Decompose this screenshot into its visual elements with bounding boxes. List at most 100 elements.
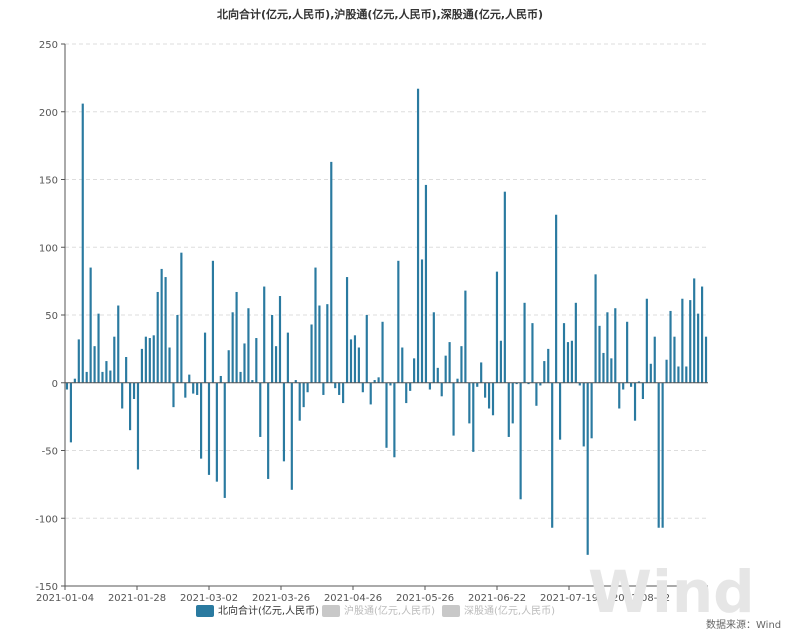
bar [416, 88, 420, 383]
bar [302, 382, 305, 408]
bar [207, 382, 211, 475]
legend-item[interactable]: 沪股通(亿元,人民币) [322, 604, 435, 617]
bar [657, 382, 660, 528]
bar [547, 348, 550, 383]
bar [349, 339, 353, 383]
bar [586, 382, 589, 555]
bar [152, 335, 155, 383]
bar [290, 382, 293, 490]
bar [255, 338, 258, 383]
bar [65, 382, 69, 390]
bar [69, 382, 72, 443]
x-tick-label: 2021-05-26 [396, 593, 454, 604]
legend-swatch [442, 605, 460, 617]
bar [172, 382, 175, 408]
bar [622, 382, 625, 390]
bar [196, 382, 199, 395]
bar [401, 347, 404, 383]
bar [235, 291, 238, 383]
bar [409, 382, 412, 391]
bar [665, 359, 668, 383]
bar [535, 382, 538, 406]
bar [574, 302, 577, 383]
bar [629, 382, 633, 387]
bar [365, 315, 368, 383]
bar [484, 382, 487, 398]
bar [626, 321, 629, 383]
bar [298, 382, 301, 421]
bar [669, 310, 672, 383]
x-tick-label: 2021-04-26 [324, 593, 382, 604]
bar [369, 382, 372, 405]
bar [113, 336, 116, 383]
bar [353, 335, 357, 383]
legend-label: 深股通(亿元,人民币) [464, 604, 555, 617]
bar [562, 323, 566, 383]
bar [444, 355, 447, 383]
bar [77, 339, 80, 383]
bar [618, 382, 621, 409]
bar [420, 259, 424, 383]
bar [314, 267, 317, 383]
bar [491, 382, 495, 416]
bar [543, 361, 546, 383]
bar [641, 382, 644, 400]
bar [515, 382, 518, 385]
bar [523, 302, 526, 383]
bar [701, 286, 704, 383]
legend-label: 沪股通(亿元,人民币) [344, 604, 435, 617]
bar [310, 324, 313, 383]
bar [334, 382, 337, 389]
bar [227, 350, 230, 383]
bar [704, 336, 708, 383]
bar [294, 380, 297, 383]
bar [637, 381, 641, 383]
bar [223, 382, 226, 498]
bar [645, 298, 648, 383]
watermark: Wind [588, 558, 755, 626]
bar [121, 382, 124, 409]
bar [389, 382, 392, 386]
bar [448, 342, 451, 383]
bar [582, 382, 585, 447]
bar [578, 382, 581, 386]
bar [495, 271, 499, 383]
bar [132, 382, 136, 400]
bar [381, 321, 384, 383]
bar [539, 382, 542, 386]
bar [456, 378, 459, 383]
bar [531, 323, 534, 383]
bar [673, 336, 676, 383]
y-tick-label: 150 [39, 176, 58, 187]
bar [105, 361, 108, 383]
bar [460, 346, 463, 383]
bar [566, 342, 570, 383]
bar [81, 103, 84, 383]
bar [286, 332, 289, 383]
bar [176, 315, 179, 383]
legend-item[interactable]: 深股通(亿元,人民币) [442, 604, 555, 617]
bar [85, 371, 88, 383]
x-tick-label: 2021-03-02 [180, 593, 238, 604]
bar [693, 278, 696, 383]
bar [452, 382, 455, 436]
bar [697, 313, 700, 383]
bar [633, 382, 637, 421]
legend-item[interactable]: 北向合计(亿元,人民币) [196, 604, 319, 617]
bar [499, 340, 502, 383]
bar [555, 214, 558, 383]
bar [251, 380, 254, 383]
chart-title: 北向合计(亿元,人民币),沪股通(亿元,人民币),深股通(亿元,人民币) [217, 7, 543, 21]
bar [602, 352, 605, 383]
bar [188, 374, 191, 383]
y-tick-label: 100 [39, 243, 58, 254]
bar [243, 343, 246, 383]
bar [271, 315, 274, 383]
bar [259, 382, 262, 437]
legend-label: 北向合计(亿元,人民币) [218, 604, 319, 617]
bar [440, 382, 443, 397]
bar [125, 357, 128, 383]
legend[interactable]: 北向合计(亿元,人民币) 沪股通(亿元,人民币) 深股通(亿元,人民币) [196, 604, 555, 617]
source-note: 数据来源：Wind [706, 618, 781, 631]
bar [677, 366, 680, 383]
